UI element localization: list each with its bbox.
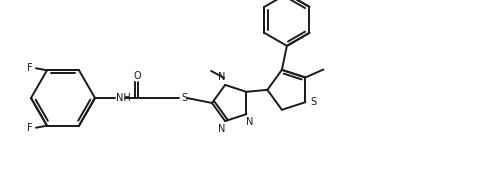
Text: F: F <box>27 123 33 133</box>
Text: S: S <box>310 97 317 107</box>
Text: S: S <box>181 93 187 103</box>
Text: NH: NH <box>116 93 131 103</box>
Text: N: N <box>218 72 226 82</box>
Text: O: O <box>133 71 141 81</box>
Text: N: N <box>218 124 226 134</box>
Text: N: N <box>246 117 253 127</box>
Text: F: F <box>27 63 33 73</box>
